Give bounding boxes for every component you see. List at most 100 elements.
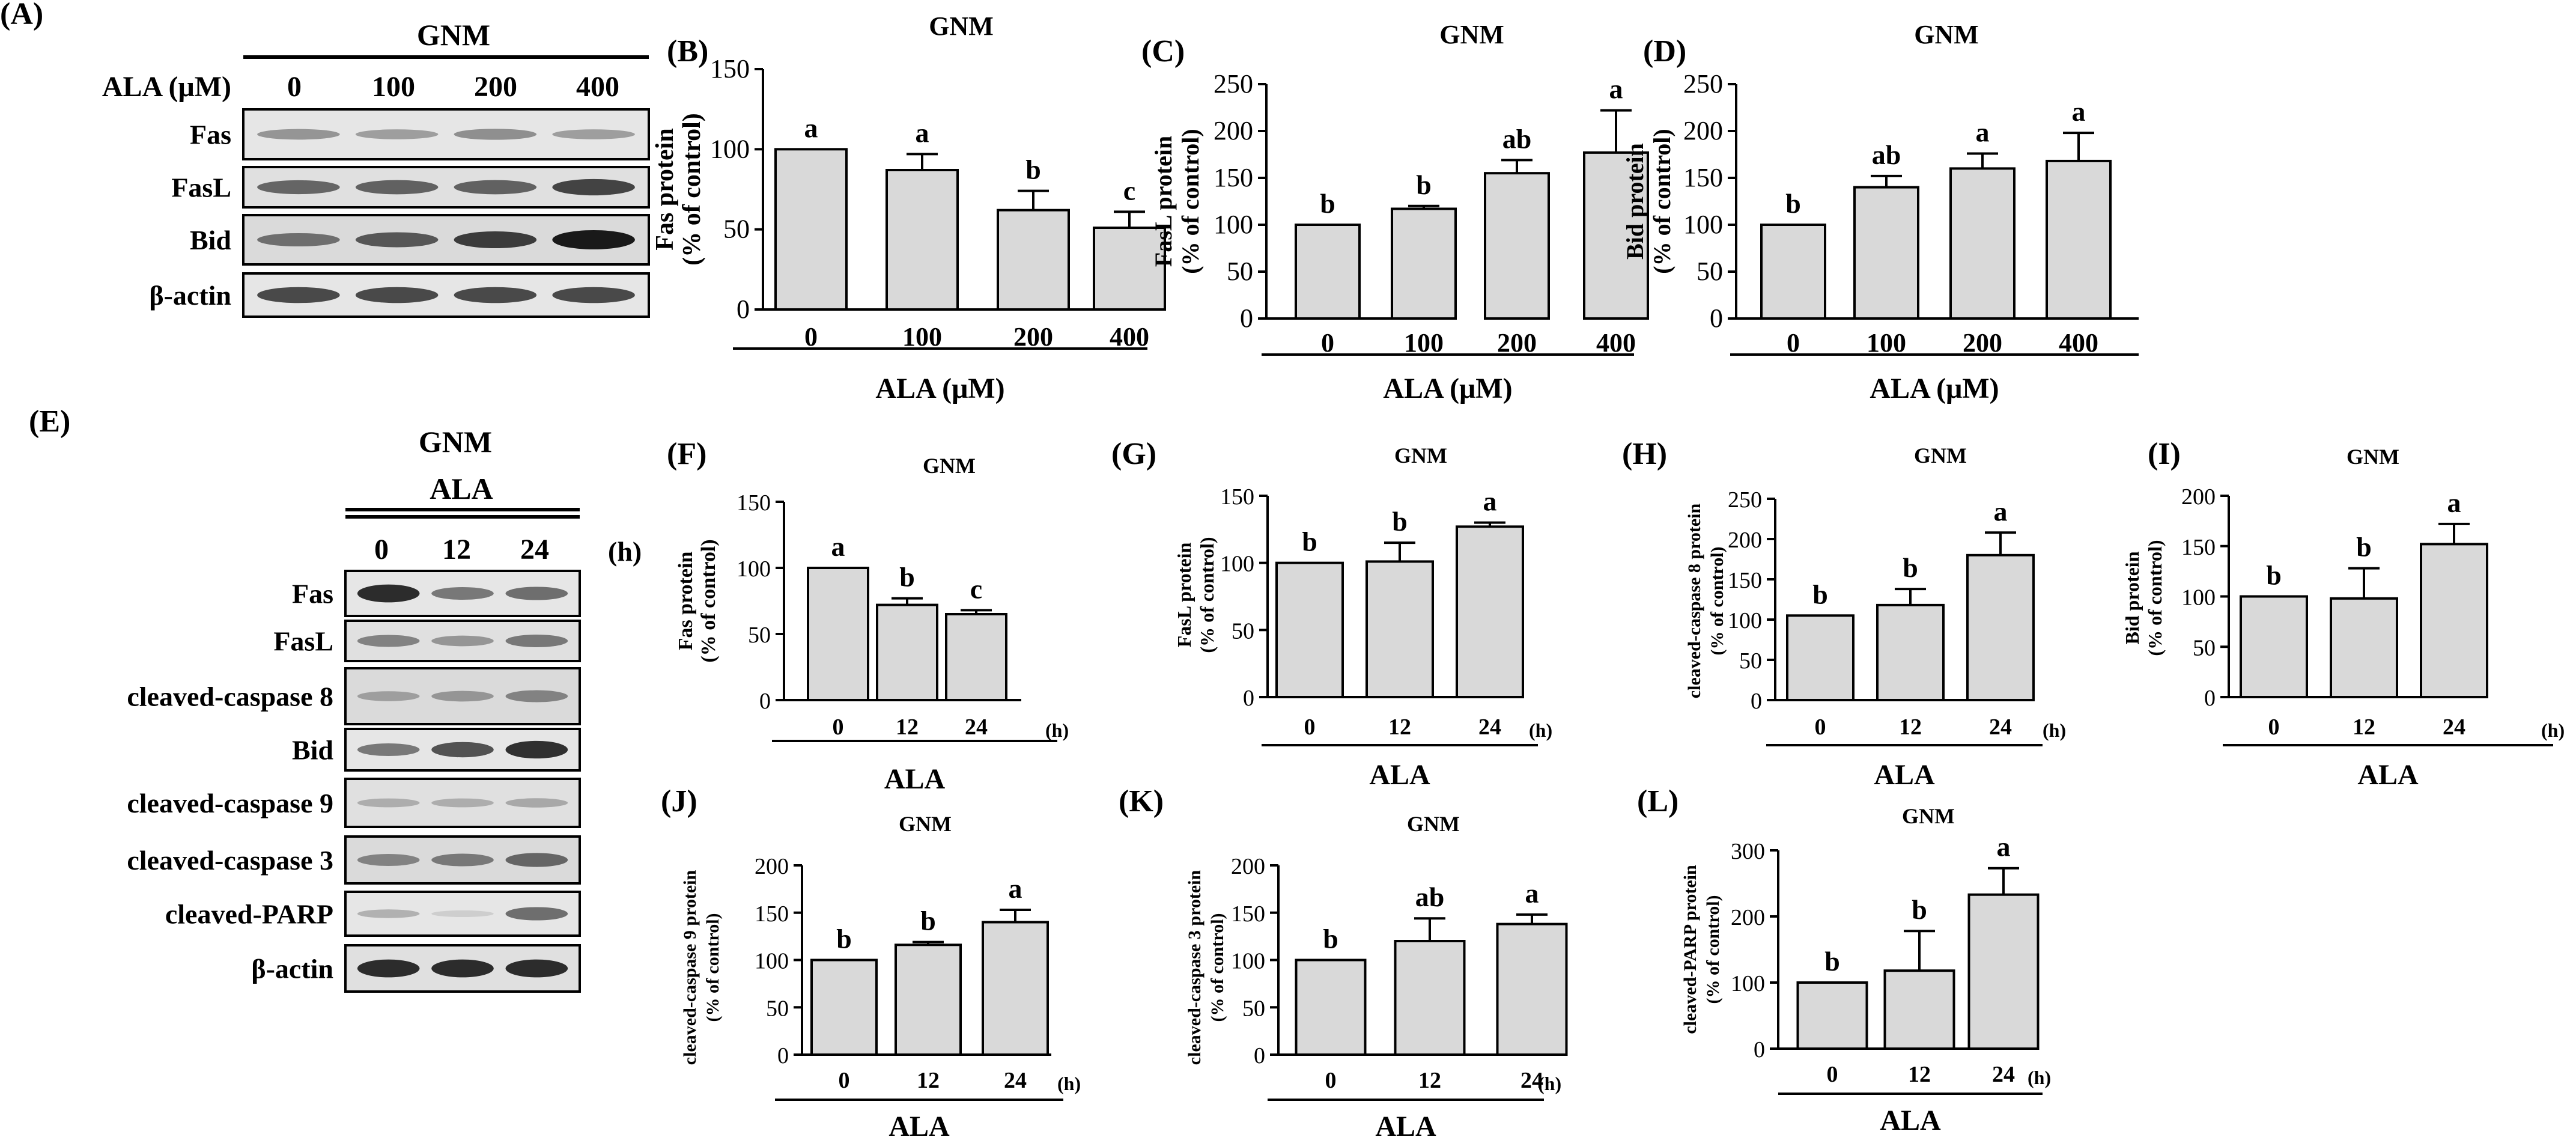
x-tick-label: 400 <box>1596 328 1636 358</box>
significance-letter: b <box>920 906 936 936</box>
x-axis-label: ALA <box>1874 759 1935 791</box>
significance-letter: b <box>1824 946 1840 977</box>
y-tick-label: 50 <box>2193 635 2216 660</box>
x-tick-label: 0 <box>1787 328 1800 358</box>
significance-letter: a <box>1525 878 1539 909</box>
blot-band <box>454 129 537 140</box>
bar <box>1967 893 2040 1050</box>
y-axis-label-secondary: (% of control) <box>703 913 723 1022</box>
blot-treatment-label: ALA <box>430 472 493 505</box>
blot-band <box>454 287 537 303</box>
bar <box>774 148 848 311</box>
x-tick-label: 24 <box>1004 1068 1027 1093</box>
x-tick-label: 12 <box>1908 1062 1931 1087</box>
y-tick-label: 100 <box>1214 210 1253 239</box>
significance-letter: a <box>831 531 845 562</box>
blot-band <box>357 584 420 603</box>
x-axis-label: ALA (μM) <box>875 373 1004 404</box>
y-axis-label-secondary: (% of control) <box>1707 546 1727 655</box>
bar <box>1295 959 1367 1056</box>
blot-lane-label: 0 <box>374 534 389 565</box>
x-axis-label: ALA <box>889 1111 950 1142</box>
blot-band <box>357 959 420 978</box>
bar <box>2420 543 2488 699</box>
panel-label: (G) <box>1111 437 1156 471</box>
y-axis-label-secondary: (% of control) <box>678 113 706 266</box>
significance-letter: b <box>899 562 915 593</box>
panel-label: (J) <box>661 784 697 818</box>
blot-band <box>357 635 420 647</box>
x-tick-label: 0 <box>1325 1068 1337 1093</box>
panel-label: (F) <box>667 437 706 471</box>
y-tick-label: 150 <box>1683 163 1723 192</box>
chart-title: GNM <box>2347 445 2399 469</box>
blot-band <box>257 233 340 247</box>
x-tick-label: 0 <box>1815 715 1826 740</box>
bar <box>807 567 869 701</box>
y-tick-label: 50 <box>766 996 789 1021</box>
x-tick-label: 0 <box>1321 328 1334 358</box>
x-tick-label: 24 <box>1520 1068 1543 1093</box>
blot-row-label: β-actin <box>149 280 231 311</box>
significance-letter: b <box>1812 579 1828 609</box>
x-axis-label: ALA <box>1880 1105 1941 1136</box>
y-axis-label: cleaved-caspase 9 protein <box>680 870 700 1065</box>
chart-title: GNM <box>1394 443 1447 468</box>
bar <box>1365 560 1434 699</box>
x-tick-label: 100 <box>1404 328 1444 358</box>
y-tick-label: 200 <box>1731 905 1765 930</box>
significance-letter: a <box>1997 832 2011 862</box>
y-axis-label: cleaved-caspase 3 protein <box>1185 870 1204 1065</box>
significance-letter: b <box>1416 169 1432 200</box>
significance-letter: b <box>2266 560 2282 591</box>
blot-band <box>355 180 439 195</box>
blot-band <box>505 587 568 600</box>
y-axis-label-secondary: (% of control) <box>1177 129 1204 273</box>
blot-row-label: cleaved-caspase 8 <box>127 681 333 712</box>
y-tick-label: 200 <box>1728 528 1762 553</box>
x-tick-label: 24 <box>1478 715 1501 740</box>
x-axis-label: ALA <box>1375 1111 1436 1142</box>
y-tick-label: 150 <box>710 54 750 84</box>
blot-band <box>552 178 635 196</box>
x-unit-label: (h) <box>2541 719 2565 741</box>
blot-concentration-label: ALA (μM) <box>102 71 231 103</box>
chart-title: GNM <box>1914 20 1979 49</box>
blot-band <box>505 907 568 921</box>
bar <box>1949 167 2016 320</box>
blot-band <box>431 635 494 647</box>
significance-letter: a <box>2447 487 2461 518</box>
significance-letter: a <box>1483 486 1497 517</box>
panel-label: (C) <box>1141 34 1185 69</box>
significance-letter: ab <box>1872 139 1901 170</box>
significance-letter: a <box>2072 96 2086 127</box>
y-tick-label: 100 <box>1728 608 1762 633</box>
blot-band <box>454 180 537 195</box>
blot-band <box>505 959 568 978</box>
blot-band <box>552 129 635 139</box>
y-tick-label: 150 <box>2181 535 2216 560</box>
significance-letter: ab <box>1415 882 1445 912</box>
significance-letter: b <box>1785 188 1801 219</box>
bar <box>2046 159 2112 320</box>
blot-band <box>505 798 568 808</box>
y-tick-label: 0 <box>1240 303 1253 333</box>
blot-group-label: GNM <box>417 18 490 52</box>
y-tick-label: 150 <box>1214 163 1253 192</box>
x-tick-label: 400 <box>1110 322 1149 352</box>
significance-letter: b <box>1912 894 1927 925</box>
y-axis-label: Bid protein <box>2121 551 2143 644</box>
x-tick-label: 12 <box>917 1068 940 1093</box>
significance-letter: a <box>1994 496 2008 526</box>
panel-label: (I) <box>2148 437 2181 471</box>
x-tick-label: 100 <box>1867 328 1906 358</box>
x-unit-label: (h) <box>1045 719 1069 741</box>
panel-label: (B) <box>667 34 708 69</box>
blot-band <box>357 854 420 866</box>
x-tick-label: 200 <box>1497 328 1537 358</box>
x-axis-label: ALA <box>884 763 946 795</box>
y-tick-label: 200 <box>755 854 789 879</box>
x-tick-label: 0 <box>804 322 818 352</box>
x-tick-label: 0 <box>1827 1062 1838 1087</box>
y-axis-label-secondary: (% of control) <box>2144 540 2166 656</box>
